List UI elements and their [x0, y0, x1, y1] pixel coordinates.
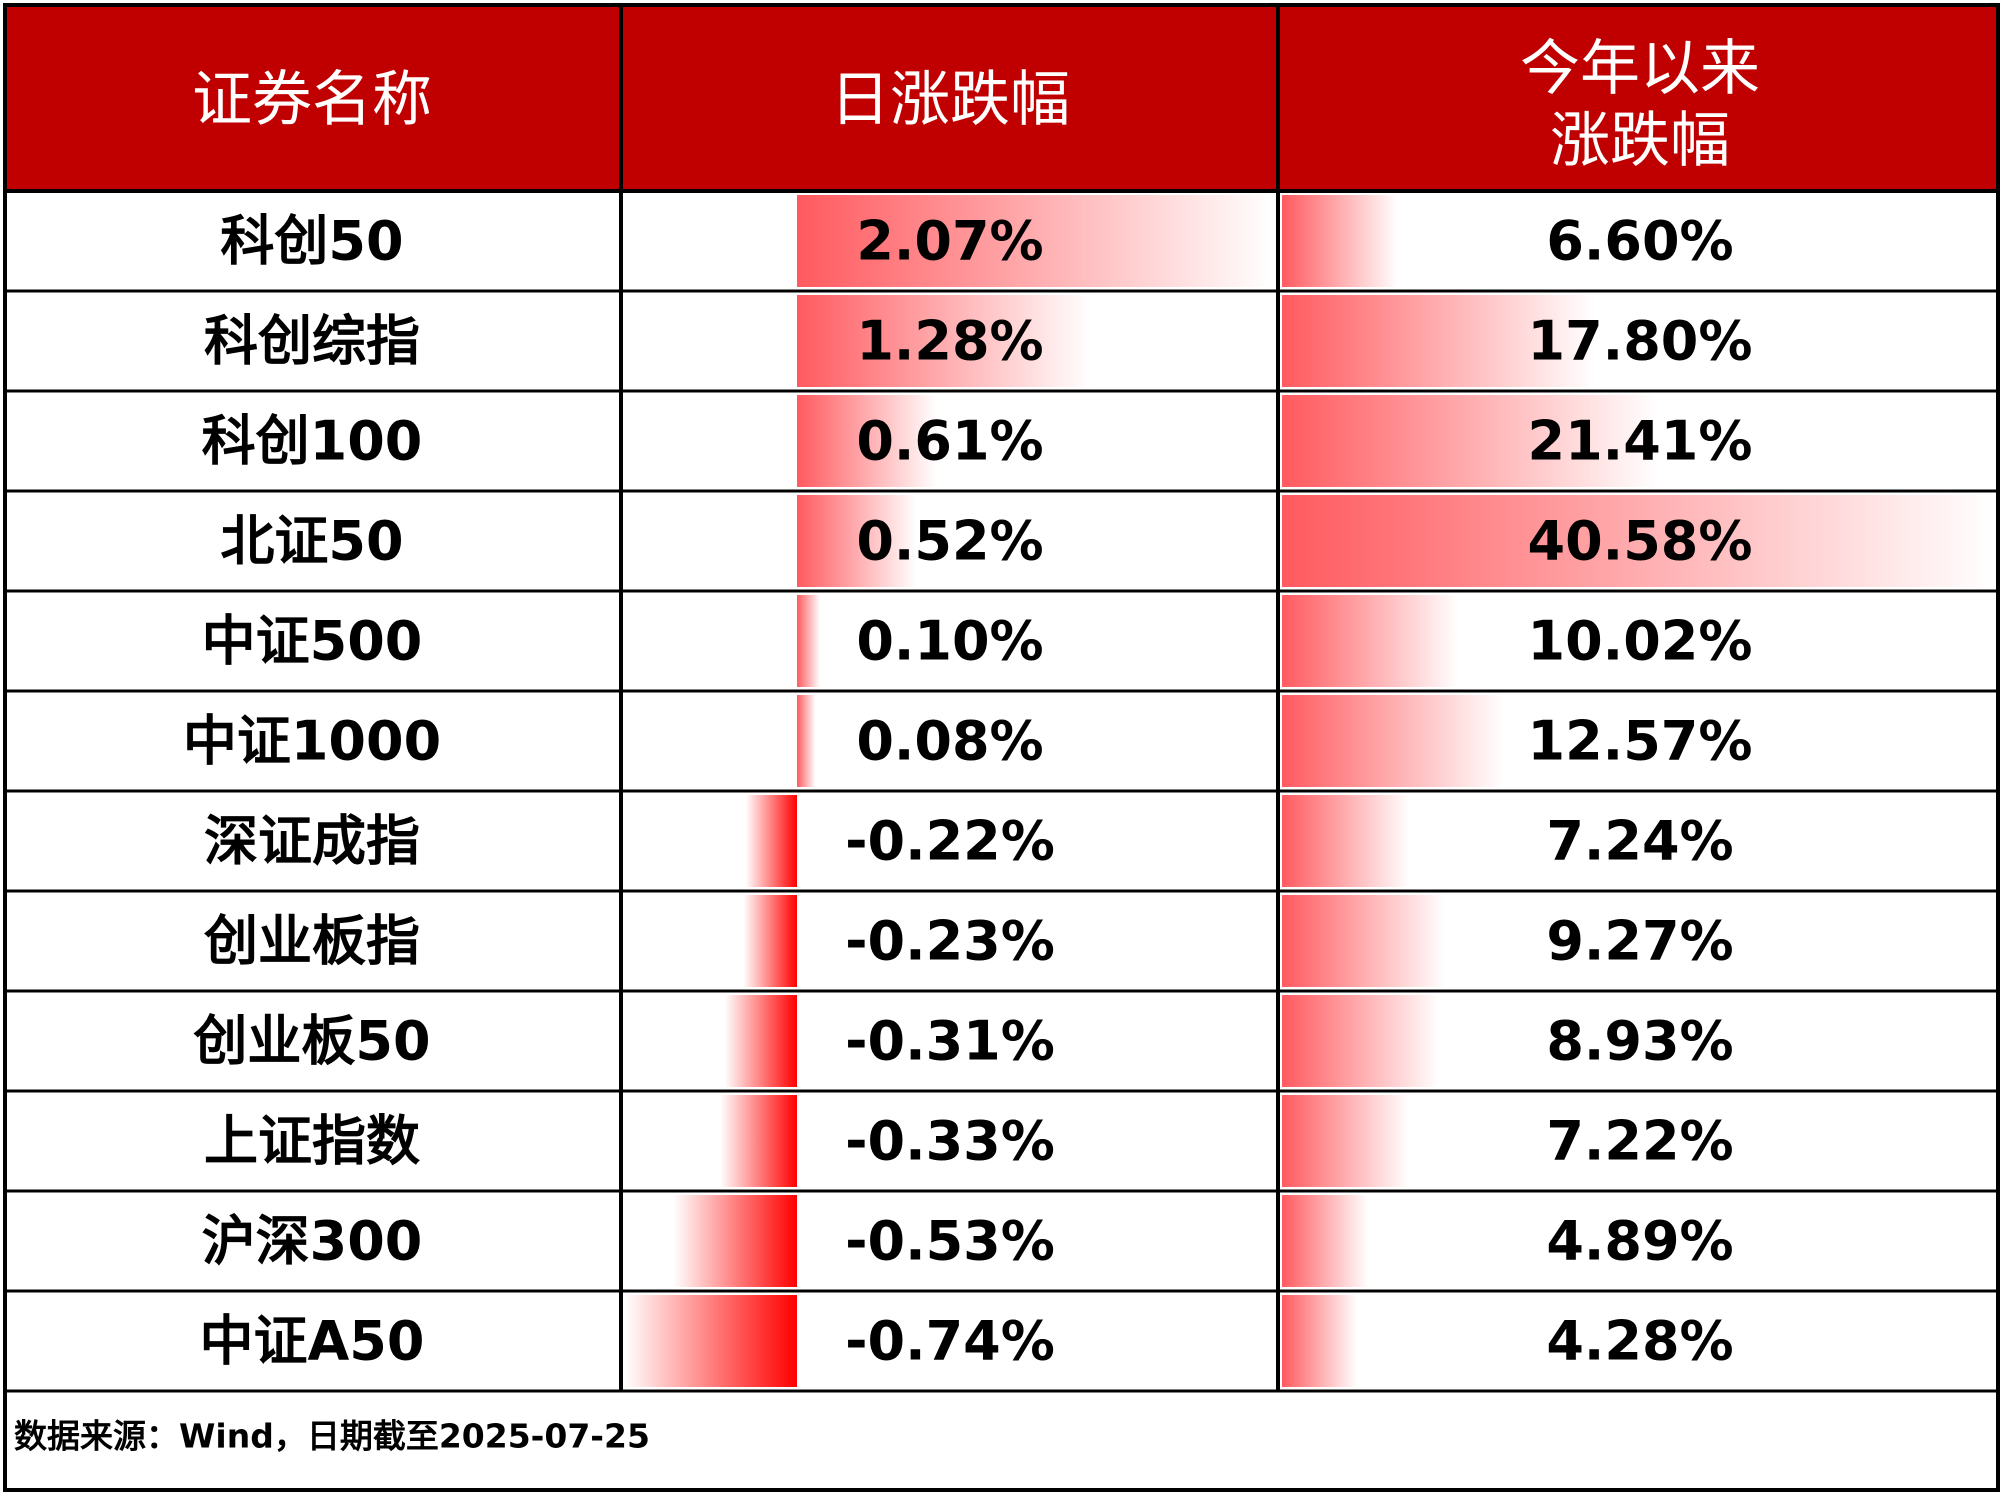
- ytd-change-bar: [1282, 695, 1503, 787]
- ytd-change-label: 4.28%: [1546, 1310, 1733, 1373]
- daily-change-bar: [743, 895, 797, 987]
- source-note: 数据来源：Wind，日期截至2025-07-25: [14, 1417, 650, 1456]
- header-ytd-line2: 涨跌幅: [1550, 106, 1730, 176]
- daily-change-label: -0.74%: [845, 1310, 1055, 1373]
- daily-change-bar: [673, 1195, 797, 1287]
- security-name: 科创100: [202, 410, 423, 473]
- security-name: 中证500: [202, 610, 423, 673]
- ytd-change-bar: [1282, 795, 1410, 887]
- daily-change-bar: [797, 295, 1091, 387]
- ytd-change-label: 8.93%: [1546, 1010, 1733, 1073]
- ytd-change-bar: [1282, 1195, 1368, 1287]
- daily-change-bar: [797, 195, 1272, 287]
- table-border: [3, 3, 2000, 1492]
- daily-change-bar: [745, 795, 797, 887]
- ytd-change-bar: [1282, 1095, 1409, 1187]
- ytd-change-label: 17.80%: [1528, 310, 1753, 373]
- daily-change-bar: [797, 595, 820, 687]
- ytd-change-label: 21.41%: [1528, 410, 1753, 473]
- security-name: 上证指数: [204, 1110, 420, 1173]
- daily-change-bar: [719, 1095, 797, 1187]
- daily-change-bar: [797, 695, 816, 787]
- header-daily-change: 日涨跌幅: [830, 65, 1070, 135]
- daily-change-label: -0.22%: [845, 810, 1055, 873]
- ytd-change-bar: [1282, 495, 1995, 587]
- ytd-change-label: 9.27%: [1546, 910, 1733, 973]
- ytd-change-label: 4.89%: [1546, 1210, 1733, 1273]
- security-name: 中证A50: [200, 1310, 425, 1373]
- ytd-change-bar: [1282, 995, 1439, 1087]
- daily-change-label: 0.10%: [856, 610, 1043, 673]
- ytd-change-label: 7.24%: [1546, 810, 1733, 873]
- daily-change-bar: [724, 995, 797, 1087]
- security-name: 深证成指: [204, 810, 420, 873]
- daily-change-bar: [797, 495, 917, 587]
- ytd-change-bar: [1282, 395, 1659, 487]
- daily-change-label: -0.53%: [845, 1210, 1055, 1273]
- daily-change-label: -0.31%: [845, 1010, 1055, 1073]
- daily-change-label: -0.33%: [845, 1110, 1055, 1173]
- daily-change-label: 1.28%: [856, 310, 1043, 373]
- daily-change-bar: [624, 1295, 797, 1387]
- header-ytd-line1: 今年以来: [1520, 34, 1760, 104]
- security-name: 中证1000: [183, 710, 441, 773]
- ytd-change-bar: [1282, 195, 1398, 287]
- security-name: 创业板50: [193, 1010, 430, 1073]
- ytd-change-bar: [1282, 595, 1459, 687]
- ytd-change-bar: [1282, 295, 1595, 387]
- daily-change-label: 2.07%: [856, 210, 1043, 273]
- header-name: 证券名称: [192, 65, 432, 135]
- security-name: 创业板指: [204, 910, 420, 973]
- header-background: [5, 5, 1998, 191]
- security-name: 科创50: [220, 210, 403, 273]
- ytd-change-label: 12.57%: [1528, 710, 1753, 773]
- ytd-change-label: 6.60%: [1546, 210, 1733, 273]
- ytd-change-bar: [1282, 1295, 1358, 1387]
- ytd-change-label: 7.22%: [1546, 1110, 1733, 1173]
- daily-change-label: -0.23%: [845, 910, 1055, 973]
- ytd-change-label: 40.58%: [1528, 510, 1753, 573]
- security-name: 沪深300: [202, 1210, 423, 1273]
- ytd-change-bar: [1282, 895, 1445, 987]
- ytd-change-label: 10.02%: [1528, 610, 1753, 673]
- daily-change-bar: [797, 395, 937, 487]
- daily-change-label: 0.08%: [856, 710, 1043, 773]
- security-name: 科创综指: [204, 310, 420, 373]
- security-name: 北证50: [220, 510, 403, 573]
- daily-change-label: 0.52%: [856, 510, 1043, 573]
- daily-change-label: 0.61%: [856, 410, 1043, 473]
